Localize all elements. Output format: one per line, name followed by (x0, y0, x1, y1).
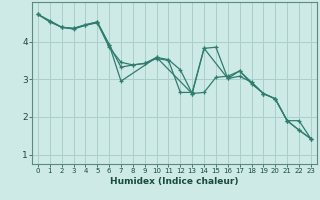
X-axis label: Humidex (Indice chaleur): Humidex (Indice chaleur) (110, 177, 239, 186)
